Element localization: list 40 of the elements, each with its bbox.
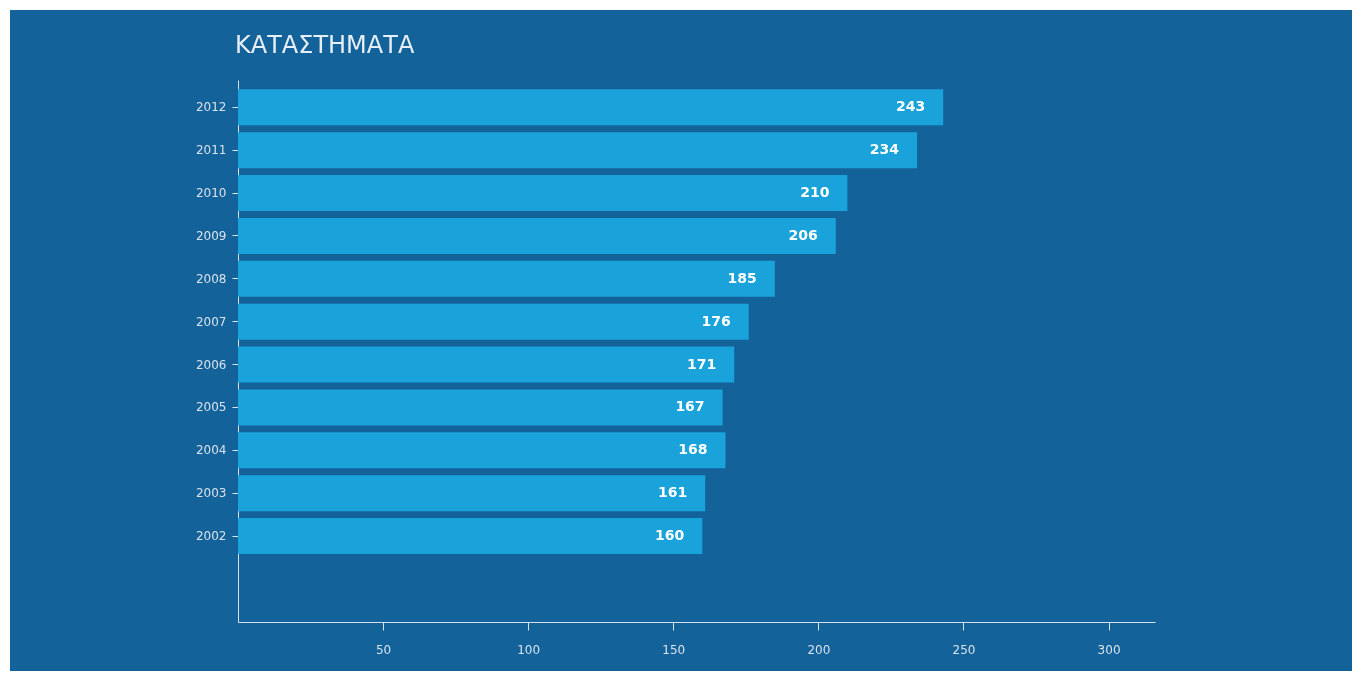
data-label: 168 xyxy=(678,441,708,458)
bar xyxy=(238,175,848,212)
bar xyxy=(238,432,726,469)
bar xyxy=(238,303,749,340)
bar xyxy=(238,132,918,169)
data-label: 185 xyxy=(727,269,757,286)
data-label: 167 xyxy=(675,398,705,415)
y-tick-label: 2006 xyxy=(195,357,227,372)
y-tick-label: 2002 xyxy=(195,529,227,544)
bar xyxy=(238,260,775,297)
data-label: 161 xyxy=(657,484,688,501)
data-label: 176 xyxy=(701,312,731,329)
bar xyxy=(238,518,703,555)
data-label: 234 xyxy=(869,141,900,158)
bar xyxy=(238,217,836,254)
x-tick-label: 100 xyxy=(517,642,541,657)
data-label: 206 xyxy=(788,226,818,243)
x-tick-label: 250 xyxy=(952,642,976,657)
y-tick-label: 2005 xyxy=(195,400,227,415)
y-tick-label: 2012 xyxy=(195,100,227,115)
y-tick-label: 2009 xyxy=(195,228,227,243)
bar xyxy=(238,389,723,426)
bar xyxy=(238,89,944,126)
bar xyxy=(238,475,706,512)
y-tick-label: 2007 xyxy=(195,314,227,329)
x-tick-label: 200 xyxy=(807,642,831,657)
y-tick-label: 2004 xyxy=(195,443,227,458)
y-tick-label: 2010 xyxy=(195,186,227,201)
bar xyxy=(238,346,735,383)
data-label: 160 xyxy=(655,527,685,544)
x-tick-label: 50 xyxy=(375,642,392,657)
x-tick-label: 300 xyxy=(1097,642,1121,657)
data-label: 243 xyxy=(895,98,926,115)
y-tick-label: 2003 xyxy=(195,486,227,501)
y-tick-label: 2008 xyxy=(195,271,227,286)
y-tick-label: 2011 xyxy=(195,143,227,158)
data-label: 171 xyxy=(686,355,717,372)
chart-title: ΚΑΤΑΣΤΗΜΑΤΑ xyxy=(235,31,415,59)
data-label: 210 xyxy=(800,184,830,201)
x-tick-label: 150 xyxy=(662,642,686,657)
